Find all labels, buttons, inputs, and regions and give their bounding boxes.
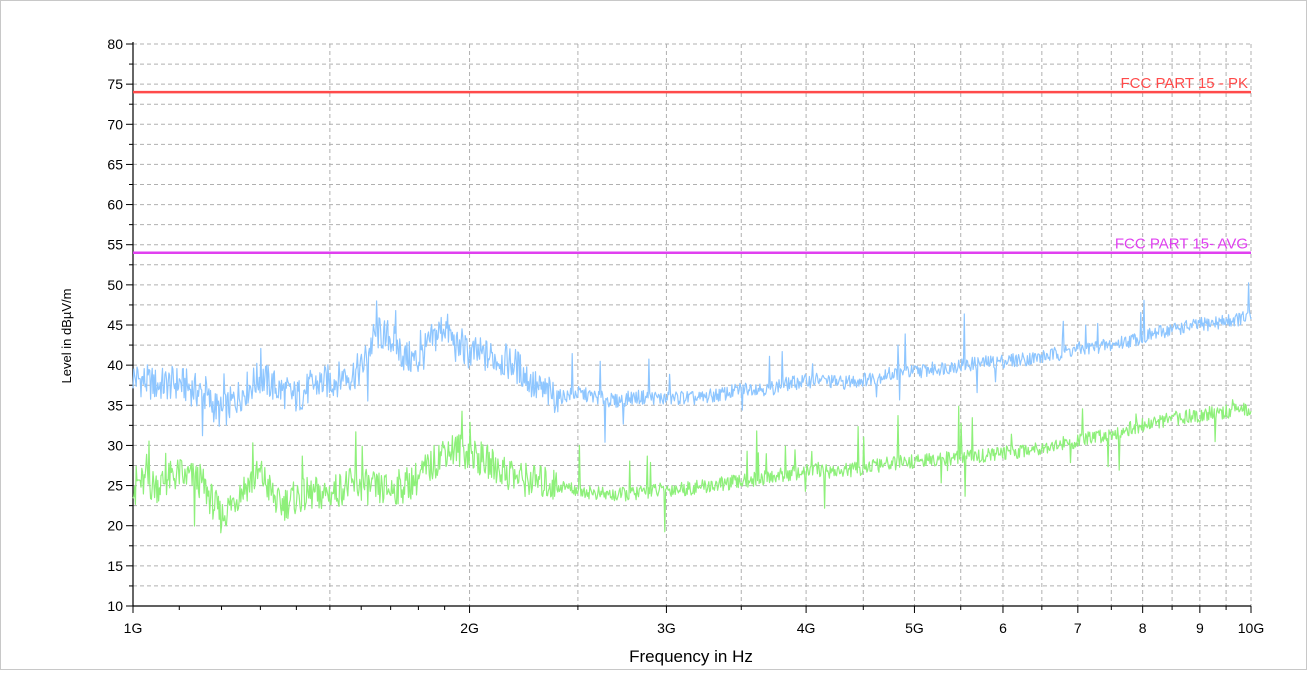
grid: [132, 43, 1252, 607]
x-tick-label: 4G: [797, 620, 816, 636]
y-tick-label: 25: [107, 478, 123, 494]
y-tick-label: 65: [107, 156, 123, 172]
x-tick-label: 9: [1196, 620, 1204, 636]
x-axis-label: Frequency in Hz: [629, 647, 753, 666]
x-tick-label: 2G: [460, 620, 479, 636]
series: [132, 282, 1252, 534]
y-tick-label: 40: [107, 357, 123, 373]
x-tick-label: 10G: [1238, 620, 1264, 636]
x-tick-label: 6: [999, 620, 1007, 636]
y-tick-label: 55: [107, 237, 123, 253]
series-line-1: [132, 282, 1252, 443]
y-tick-label: 45: [107, 317, 123, 333]
limit-label-1: FCC PART 15 - PK: [1120, 75, 1248, 92]
x-tick-label: 5G: [905, 620, 924, 636]
y-tick-label: 50: [107, 277, 123, 293]
y-tick-label: 30: [107, 437, 123, 453]
y-axis-label: Level in dBµV/m: [59, 289, 74, 384]
y-tick-label: 10: [107, 598, 123, 614]
y-tick-label: 20: [107, 518, 123, 534]
limit-label-2: FCC PART 15- AVG: [1115, 236, 1248, 253]
y-tick-label: 15: [107, 558, 123, 574]
y-tick-label: 80: [107, 36, 123, 52]
x-tick-label: 3G: [657, 620, 676, 636]
y-tick-label: 60: [107, 197, 123, 213]
y-tick-label: 70: [107, 116, 123, 132]
axes: 10 15 20 25 30 35 40 45 50 55 60 65 70 75 80 1G 2G 3G 4G 5G…: [107, 36, 1264, 636]
y-tick-label: 35: [107, 397, 123, 413]
x-tick-label: 8: [1139, 620, 1147, 636]
limit-lines: FCC PART 15 - PK FCC PART 15- AVG: [133, 75, 1251, 254]
x-tick-label: 7: [1074, 620, 1082, 636]
y-tick-label: 75: [107, 76, 123, 92]
x-tick-label: 1G: [124, 620, 143, 636]
series-line-2: [132, 399, 1252, 534]
